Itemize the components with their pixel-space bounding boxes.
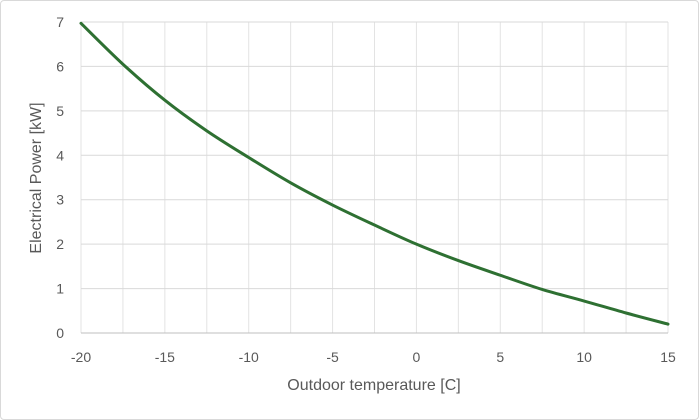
x-axis-tick-labels: -20 -15 -10 -5 0 5 10 15 <box>71 349 676 365</box>
y-tick-label: 2 <box>56 236 64 252</box>
x-tick-label: -5 <box>326 349 339 365</box>
x-tick-label: -20 <box>71 349 91 365</box>
y-axis-tick-labels: 0 1 2 3 4 5 6 7 <box>56 14 64 341</box>
y-axis-title: Electrical Power [kW] <box>28 102 45 253</box>
gridlines <box>80 21 669 334</box>
series-line <box>79 21 670 326</box>
x-tick-label: 5 <box>496 349 504 365</box>
x-tick-label: 15 <box>660 349 676 365</box>
y-tick-label: 0 <box>56 325 64 341</box>
y-tick-label: 7 <box>56 14 64 30</box>
x-tick-label: 0 <box>413 349 421 365</box>
y-tick-label: 5 <box>56 103 64 119</box>
x-tick-label: -15 <box>155 349 175 365</box>
y-tick-label: 1 <box>56 281 64 297</box>
y-tick-label: 3 <box>56 192 64 208</box>
y-tick-label: 4 <box>56 147 64 163</box>
y-tick-label: 6 <box>56 58 64 74</box>
x-tick-label: -10 <box>239 349 259 365</box>
x-tick-label: 10 <box>576 349 592 365</box>
x-axis-title: Outdoor temperature [C] <box>287 377 460 394</box>
series-group <box>79 21 670 326</box>
